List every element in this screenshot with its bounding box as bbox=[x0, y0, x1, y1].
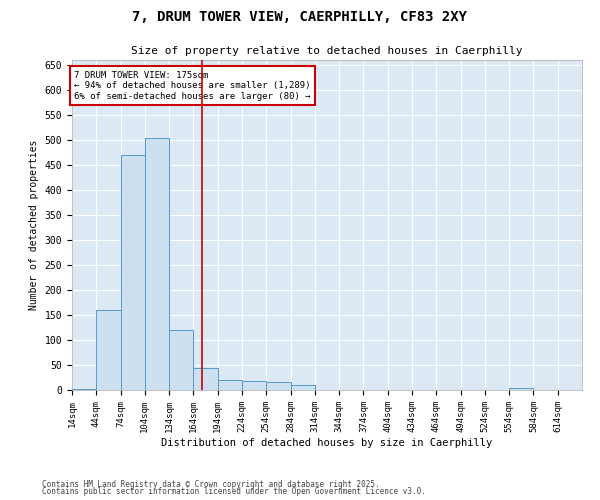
Bar bbox=[266, 382, 290, 390]
Bar bbox=[193, 368, 218, 390]
Bar bbox=[145, 138, 169, 390]
Title: Size of property relative to detached houses in Caerphilly: Size of property relative to detached ho… bbox=[131, 46, 523, 56]
Bar bbox=[121, 155, 145, 390]
Text: 7, DRUM TOWER VIEW, CAERPHILLY, CF83 2XY: 7, DRUM TOWER VIEW, CAERPHILLY, CF83 2XY bbox=[133, 10, 467, 24]
Text: Contains HM Land Registry data © Crown copyright and database right 2025.: Contains HM Land Registry data © Crown c… bbox=[42, 480, 380, 489]
Bar bbox=[72, 389, 96, 390]
Bar bbox=[290, 385, 315, 390]
X-axis label: Distribution of detached houses by size in Caerphilly: Distribution of detached houses by size … bbox=[161, 438, 493, 448]
Bar bbox=[96, 310, 121, 390]
Y-axis label: Number of detached properties: Number of detached properties bbox=[29, 140, 39, 310]
Bar bbox=[169, 330, 193, 390]
Bar bbox=[509, 388, 533, 390]
Bar bbox=[218, 380, 242, 390]
Text: 7 DRUM TOWER VIEW: 175sqm
← 94% of detached houses are smaller (1,289)
6% of sem: 7 DRUM TOWER VIEW: 175sqm ← 94% of detac… bbox=[74, 71, 311, 101]
Text: Contains public sector information licensed under the Open Government Licence v3: Contains public sector information licen… bbox=[42, 487, 426, 496]
Bar bbox=[242, 381, 266, 390]
